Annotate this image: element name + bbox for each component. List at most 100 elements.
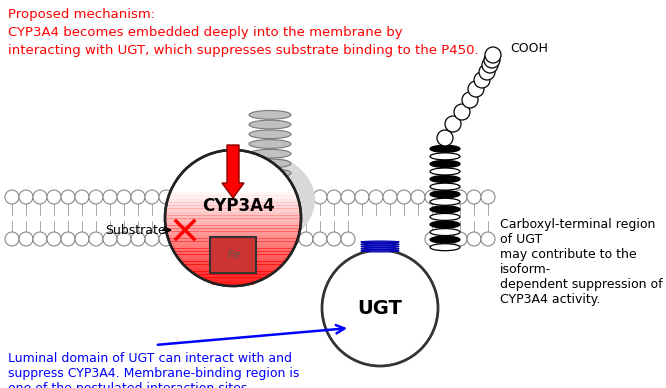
Circle shape	[467, 190, 481, 204]
Circle shape	[369, 190, 383, 204]
Bar	[169, 192, 296, 196]
Ellipse shape	[430, 229, 460, 236]
Circle shape	[201, 232, 215, 246]
Bar	[185, 264, 281, 268]
Ellipse shape	[430, 183, 460, 190]
Circle shape	[89, 190, 103, 204]
FancyBboxPatch shape	[210, 237, 256, 273]
Bar	[173, 248, 293, 252]
Ellipse shape	[430, 244, 460, 251]
Ellipse shape	[430, 206, 460, 213]
Bar	[188, 268, 277, 272]
Ellipse shape	[361, 241, 399, 243]
Ellipse shape	[361, 250, 399, 252]
Circle shape	[341, 232, 355, 246]
Circle shape	[411, 190, 425, 204]
Circle shape	[243, 232, 257, 246]
Circle shape	[468, 81, 484, 97]
Bar	[174, 251, 291, 255]
Text: CYP3A4 becomes embedded deeply into the membrane by: CYP3A4 becomes embedded deeply into the …	[8, 26, 403, 39]
Bar	[212, 281, 254, 285]
Circle shape	[327, 232, 341, 246]
Ellipse shape	[249, 111, 291, 119]
Circle shape	[445, 116, 461, 132]
Bar	[170, 241, 296, 245]
Text: CYP3A4: CYP3A4	[202, 197, 274, 215]
Bar	[170, 189, 295, 193]
Circle shape	[439, 190, 453, 204]
Circle shape	[159, 232, 173, 246]
Text: Proposed mechanism:: Proposed mechanism:	[8, 8, 155, 21]
Circle shape	[481, 232, 495, 246]
Bar	[168, 196, 298, 199]
Bar	[168, 238, 297, 242]
Ellipse shape	[249, 140, 291, 148]
Text: Carboxyl-terminal region of UGT
may contribute to the isoform-
dependent suppres: Carboxyl-terminal region of UGT may cont…	[500, 218, 663, 306]
Circle shape	[453, 190, 467, 204]
Circle shape	[327, 190, 341, 204]
Circle shape	[462, 92, 478, 108]
Circle shape	[479, 64, 495, 80]
Bar	[198, 274, 268, 278]
Circle shape	[383, 190, 397, 204]
Circle shape	[5, 190, 19, 204]
Circle shape	[103, 232, 117, 246]
Circle shape	[474, 72, 490, 88]
Circle shape	[299, 232, 313, 246]
Ellipse shape	[249, 130, 291, 139]
Circle shape	[439, 232, 453, 246]
Circle shape	[47, 190, 61, 204]
Circle shape	[33, 232, 47, 246]
Bar	[171, 244, 294, 249]
Ellipse shape	[249, 159, 291, 168]
Ellipse shape	[249, 149, 291, 158]
Circle shape	[131, 190, 145, 204]
Circle shape	[61, 232, 75, 246]
Circle shape	[437, 130, 453, 146]
Bar	[165, 212, 301, 216]
Circle shape	[19, 190, 33, 204]
Circle shape	[5, 232, 19, 246]
Bar	[177, 255, 289, 258]
Text: interacting with UGT, which suppresses substrate binding to the P450.: interacting with UGT, which suppresses s…	[8, 44, 479, 57]
Bar	[165, 215, 301, 219]
Circle shape	[341, 190, 355, 204]
Ellipse shape	[430, 221, 460, 228]
Text: Luminal domain of UGT can interact with and
suppress CYP3A4. Membrane-binding re: Luminal domain of UGT can interact with …	[8, 352, 300, 388]
Ellipse shape	[430, 198, 460, 205]
Bar	[182, 261, 284, 265]
Circle shape	[322, 250, 438, 366]
Circle shape	[33, 190, 47, 204]
Circle shape	[117, 190, 131, 204]
Circle shape	[355, 190, 369, 204]
Bar	[204, 277, 262, 281]
Circle shape	[187, 232, 201, 246]
Circle shape	[229, 232, 243, 246]
Circle shape	[453, 232, 467, 246]
Bar	[166, 225, 300, 229]
Circle shape	[47, 232, 61, 246]
Ellipse shape	[430, 213, 460, 220]
Circle shape	[61, 190, 75, 204]
Circle shape	[467, 232, 481, 246]
Circle shape	[173, 190, 187, 204]
Circle shape	[481, 190, 495, 204]
Circle shape	[103, 190, 117, 204]
Ellipse shape	[249, 120, 291, 129]
Ellipse shape	[430, 161, 460, 167]
Circle shape	[19, 232, 33, 246]
Circle shape	[485, 47, 501, 63]
Circle shape	[145, 190, 159, 204]
Circle shape	[484, 52, 500, 68]
Circle shape	[159, 190, 173, 204]
Bar	[167, 199, 299, 203]
Bar	[193, 271, 273, 275]
FancyArrow shape	[222, 145, 244, 198]
Text: Substrate: Substrate	[105, 223, 166, 237]
Text: COOH: COOH	[510, 42, 548, 54]
Circle shape	[131, 232, 145, 246]
Circle shape	[89, 232, 103, 246]
Circle shape	[454, 104, 470, 120]
Circle shape	[117, 232, 131, 246]
Ellipse shape	[361, 246, 399, 248]
